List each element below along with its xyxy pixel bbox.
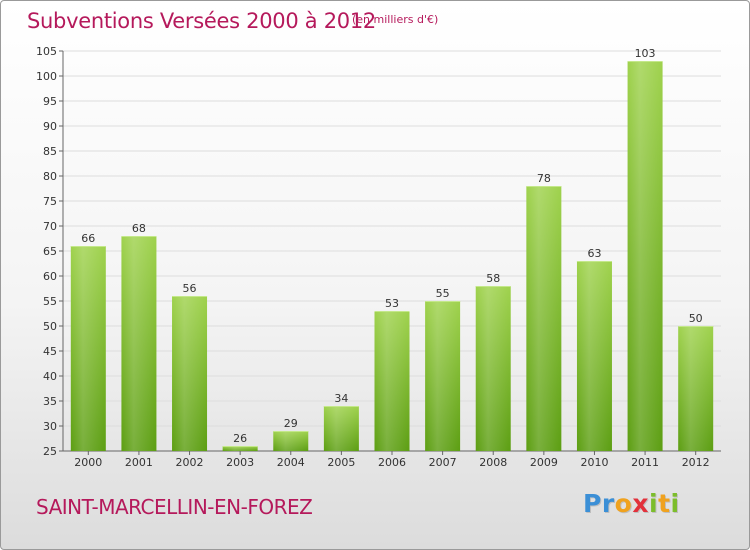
unit-note: (en milliers d'€) [352,13,439,26]
data-label: 66 [81,232,95,245]
bar-highlight [374,311,410,451]
data-label: 34 [334,392,348,405]
data-label: 58 [486,272,500,285]
y-tick-label: 105 [36,45,57,58]
logo-letter: i [670,489,680,518]
y-tick-label: 80 [43,170,57,183]
bar-highlight [121,236,157,451]
bar-highlight [475,286,511,451]
x-tick-label: 2000 [74,456,102,469]
data-label: 53 [385,297,399,310]
data-label: 29 [284,417,298,430]
y-tick-label: 65 [43,245,57,258]
x-tick-label: 2001 [125,456,153,469]
data-label: 63 [587,247,601,260]
y-tick-label: 45 [43,345,57,358]
x-tick-label: 2012 [682,456,710,469]
label-layer: 66 68 56 26 29 34 53 55 58 78 63 103 50 [81,47,702,445]
data-label: 55 [436,287,450,300]
x-tick-label: 2007 [429,456,457,469]
bar-highlight [172,296,208,451]
bar-highlight [678,326,714,451]
data-label: 56 [183,282,197,295]
x-tick-label: 2008 [479,456,507,469]
x-tick-label: 2009 [530,456,558,469]
y-tick-label: 70 [43,220,57,233]
y-tick-label: 95 [43,95,57,108]
y-tick-label: 75 [43,195,57,208]
bar-layer [70,61,714,451]
logo-letter: r [601,489,615,518]
y-tick-label: 50 [43,320,57,333]
y-tick-label: 35 [43,395,57,408]
x-tick-label: 2006 [378,456,406,469]
logo-letter: t [658,489,671,518]
x-tick-label: 2011 [631,456,659,469]
data-label: 78 [537,172,551,185]
bar-highlight [70,246,106,451]
data-label: 68 [132,222,146,235]
y-tick-label: 25 [43,445,57,458]
x-tick-label: 2005 [327,456,355,469]
bar-highlight [425,301,461,451]
logo-letter: i [649,489,659,518]
bar-highlight [627,61,663,451]
data-label: 26 [233,432,247,445]
proxiti-logo: Proxiti [583,489,680,518]
x-tick-label: 2002 [176,456,204,469]
logo-letter: P [583,489,602,518]
y-tick-label: 30 [43,420,57,433]
bar-highlight [323,406,359,451]
y-tick-label: 85 [43,145,57,158]
y-tick-label: 55 [43,295,57,308]
commune-name: SAINT-MARCELLIN-EN-FOREZ [36,495,313,519]
bar-highlight [526,186,562,451]
data-label: 50 [689,312,703,325]
logo-letter: o [614,489,633,518]
bar-highlight [222,446,258,451]
y-tick-label: 100 [36,70,57,83]
y-tick-label: 60 [43,270,57,283]
bar-highlight [576,261,612,451]
data-label: 103 [635,47,656,60]
x-tick-label: 2004 [277,456,305,469]
x-tick-label: 2003 [226,456,254,469]
y-tick-label: 90 [43,120,57,133]
bar-highlight [273,431,309,451]
x-tick-label: 2010 [580,456,608,469]
logo-letter: x [632,489,649,518]
chart-title: Subventions Versées 2000 à 2012 [27,9,376,33]
y-tick-label: 40 [43,370,57,383]
